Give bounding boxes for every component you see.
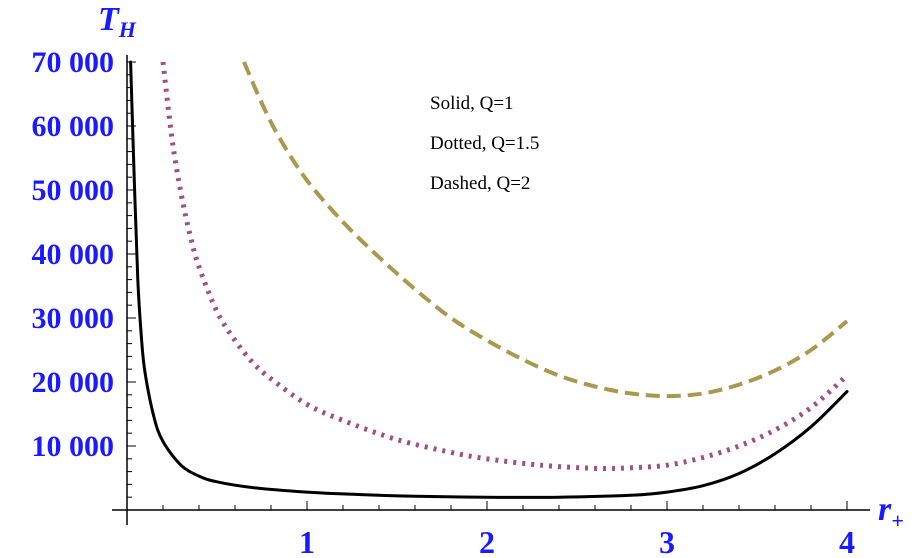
x-tick-label: 4: [839, 524, 855, 558]
series-layer: [129, 60, 849, 499]
x-axis-title: r+: [878, 491, 904, 533]
y-tick-label: 70 000: [32, 46, 115, 79]
y-tick-label: 60 000: [32, 110, 115, 143]
series-line-solid: [129, 60, 849, 499]
series-line-dashed: [242, 61, 849, 399]
y-tick-label: 20 000: [32, 366, 115, 399]
y-axis-title: TH: [98, 1, 137, 42]
x-axis-ticks: 1 2 3 4: [126, 501, 855, 558]
legend-solid: Solid, Q=1: [430, 93, 514, 114]
legend-dashed: Dashed, Q=2: [430, 173, 530, 194]
y-tick-label: 30 000: [32, 302, 115, 335]
legend-dotted: Dotted, Q=1.5: [430, 133, 539, 154]
series-line-dotted: [160, 61, 849, 472]
y-tick-label: 40 000: [32, 238, 115, 271]
y-tick-label: 10 000: [32, 430, 115, 463]
y-axis-ticks: 10 000 20 000 30 000 40 000 50 000 60 000 70 0…: [32, 46, 136, 511]
x-tick-label: 3: [659, 524, 675, 558]
x-tick-label: 1: [299, 524, 315, 558]
y-tick-label: 50 000: [32, 174, 115, 207]
x-tick-label: 2: [479, 524, 495, 558]
